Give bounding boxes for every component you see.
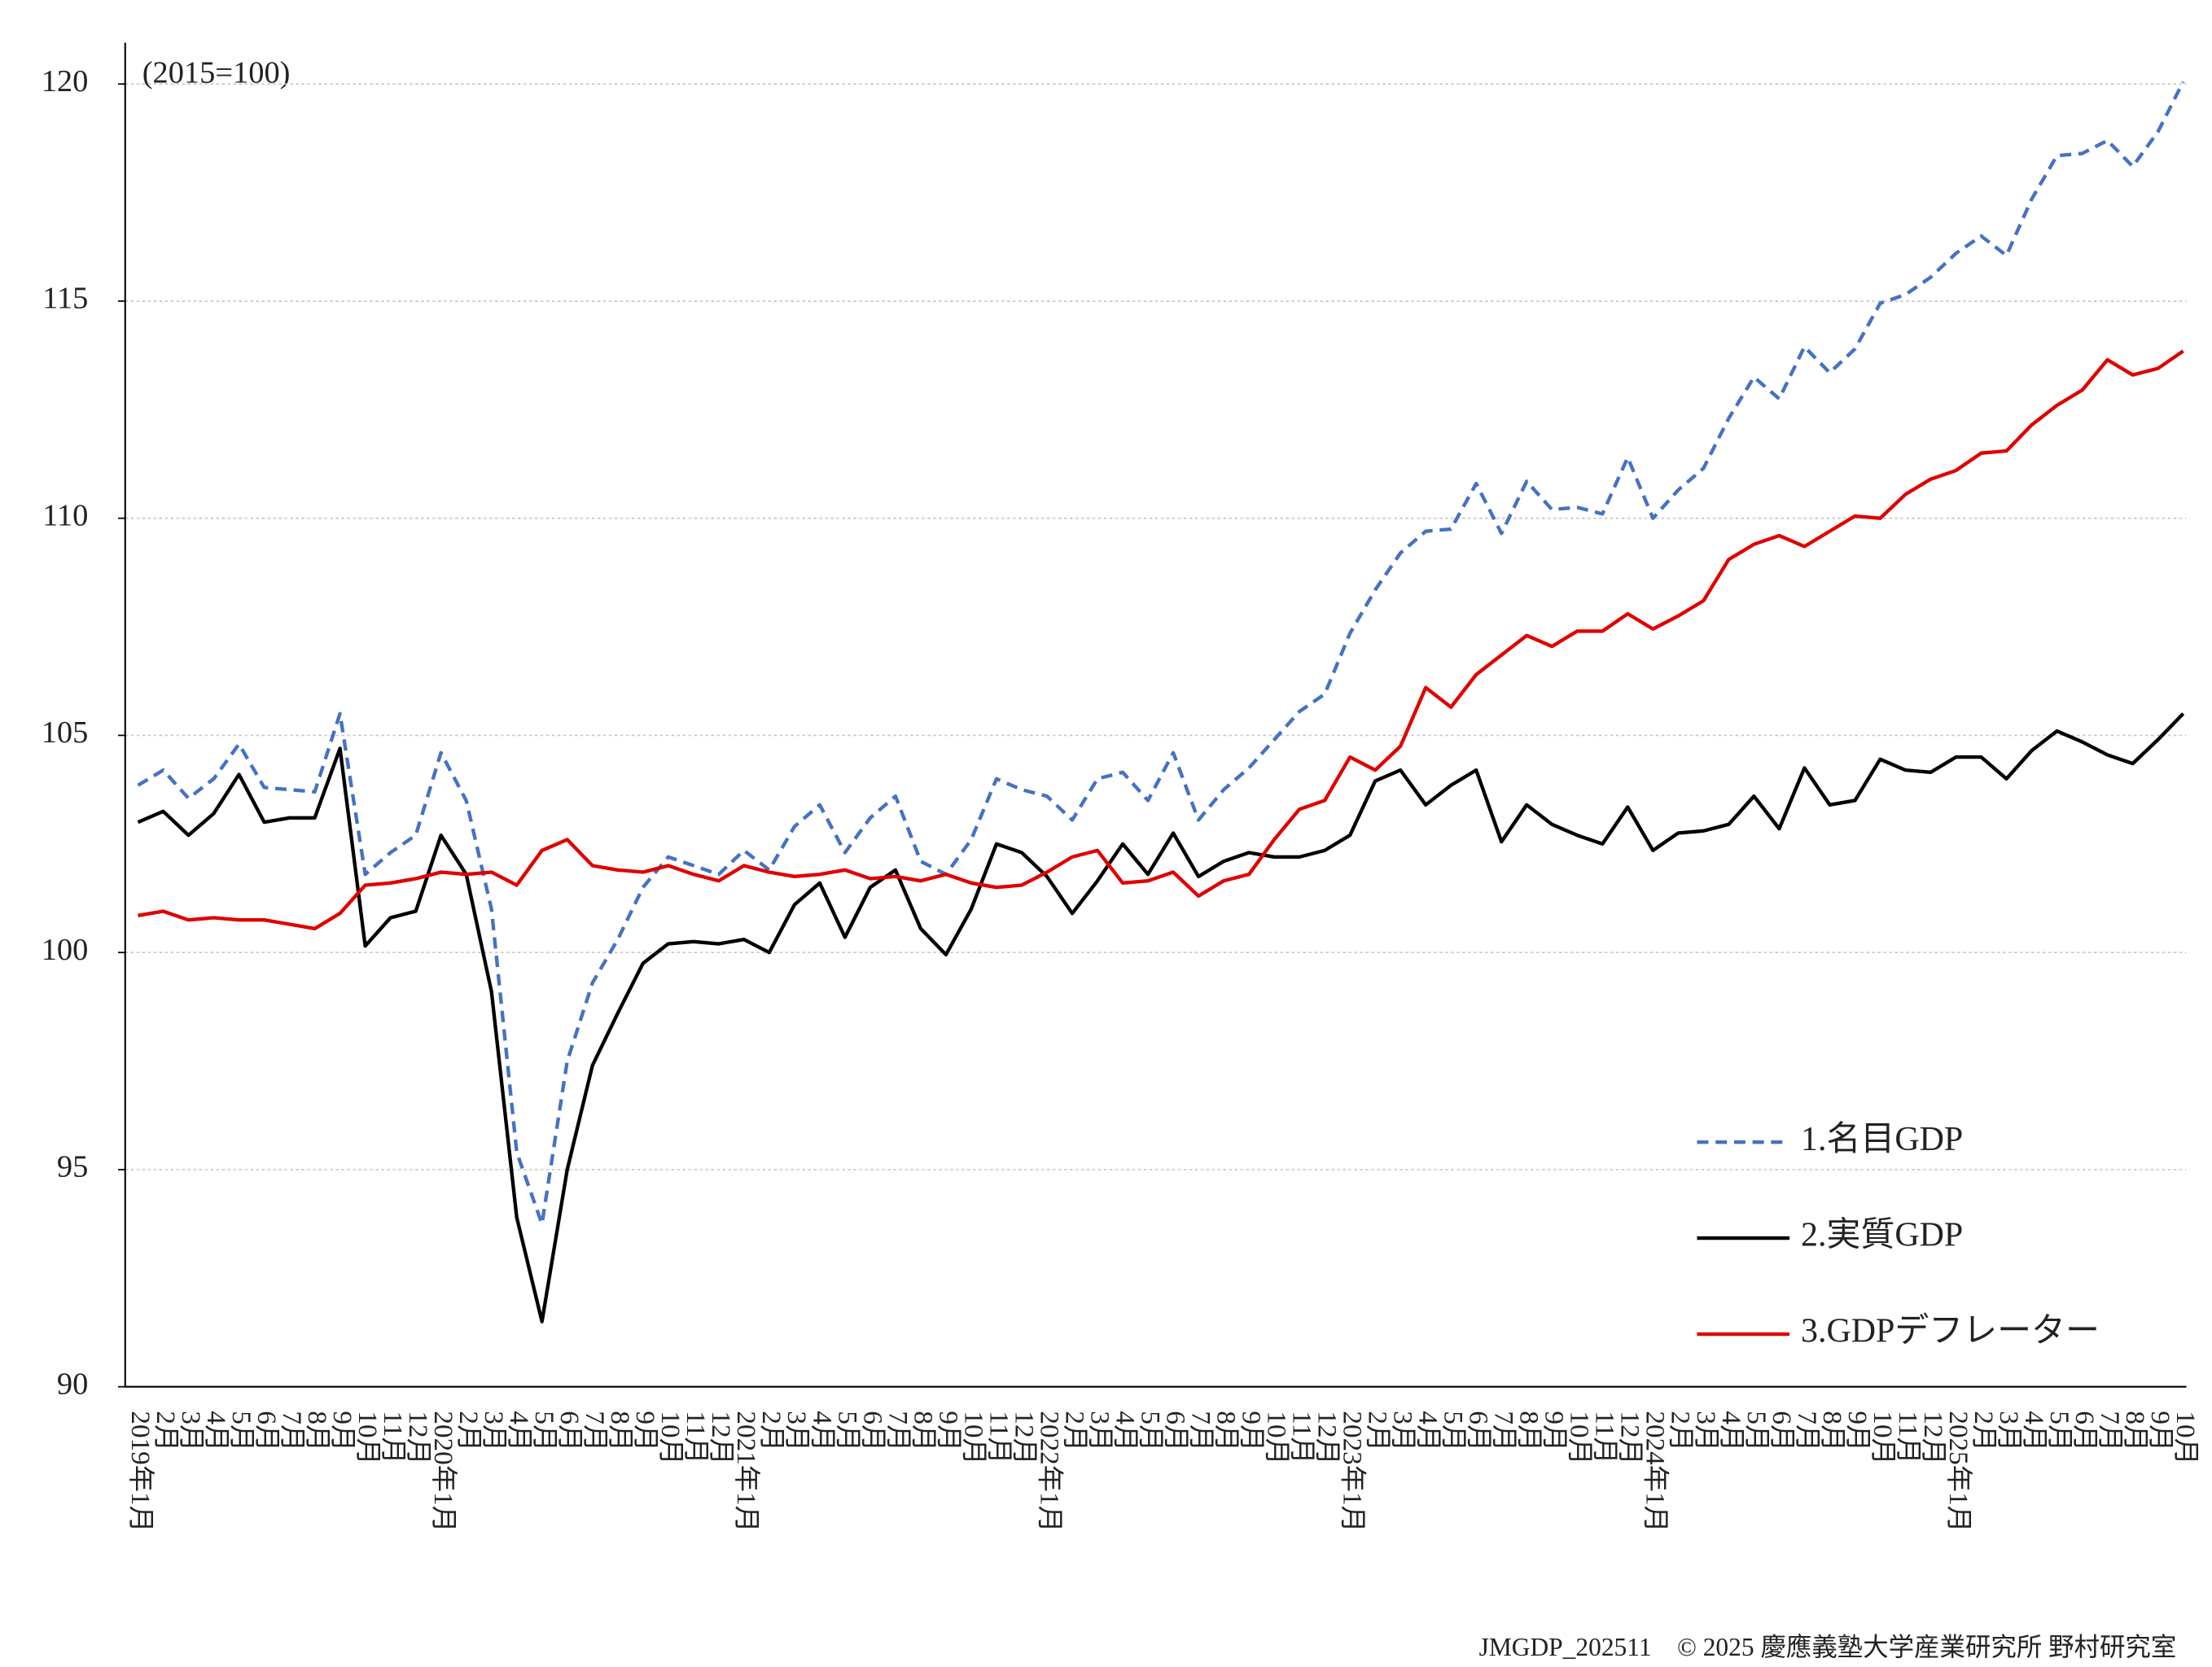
x-tick-label: 4月 bbox=[1716, 1411, 1746, 1451]
y-tick-label: 100 bbox=[42, 933, 89, 967]
y-tick-label: 110 bbox=[42, 499, 88, 533]
x-tick-label: 10月 bbox=[1262, 1411, 1292, 1464]
x-tick-label: 2023年1月 bbox=[1338, 1411, 1368, 1532]
x-tick-label: 9月 bbox=[2145, 1411, 2175, 1451]
x-tick-label: 11月 bbox=[1893, 1411, 1923, 1464]
x-tick-label: 8月 bbox=[1514, 1411, 1544, 1451]
x-tick-label: 3月 bbox=[1388, 1411, 1418, 1451]
x-tick-label: 12月 bbox=[1918, 1411, 1948, 1464]
x-tick-label: 4月 bbox=[2019, 1411, 2049, 1451]
x-tick-label: 9月 bbox=[630, 1411, 660, 1451]
series-line bbox=[138, 349, 2184, 931]
x-tick-label: 12月 bbox=[1312, 1411, 1343, 1464]
y-tick-label: 95 bbox=[57, 1150, 88, 1184]
legend-label: 2.実質GDP bbox=[1801, 1217, 1963, 1254]
x-tick-label: 7月 bbox=[277, 1411, 307, 1451]
x-tick-label: 2月 bbox=[756, 1411, 786, 1451]
y-tick-label: 115 bbox=[42, 282, 88, 316]
x-tick-label: 6月 bbox=[252, 1411, 282, 1451]
x-tick-label: 4月 bbox=[1110, 1411, 1140, 1451]
x-tick-label: 10月 bbox=[958, 1411, 988, 1464]
x-tick-label: 8月 bbox=[2120, 1411, 2150, 1451]
x-tick-label: 3月 bbox=[782, 1411, 812, 1451]
x-tick-label: 4月 bbox=[1413, 1411, 1443, 1451]
y-tick-label: 90 bbox=[57, 1367, 88, 1401]
x-tick-label: 5月 bbox=[1439, 1411, 1469, 1451]
x-tick-label: 12月 bbox=[1009, 1411, 1039, 1464]
y-tick-label: 120 bbox=[42, 64, 89, 98]
x-tick-label: 2月 bbox=[1666, 1411, 1696, 1451]
x-tick-label: 7月 bbox=[1489, 1411, 1519, 1451]
x-tick-label: 9月 bbox=[933, 1411, 963, 1451]
source-note: JMGDP_202511 © 2025 慶應義塾大学産業研究所 野村研究室 bbox=[1479, 1633, 2177, 1661]
x-tick-label: 12月 bbox=[1615, 1411, 1645, 1464]
x-tick-label: 9月 bbox=[1236, 1411, 1266, 1451]
x-tick-label: 4月 bbox=[504, 1411, 534, 1451]
x-tick-label: 2025年1月 bbox=[1943, 1411, 1973, 1532]
x-tick-label: 11月 bbox=[1287, 1411, 1317, 1464]
x-tick-label: 7月 bbox=[1185, 1411, 1216, 1451]
x-tick-label: 7月 bbox=[883, 1411, 913, 1451]
x-tick-label: 2021年1月 bbox=[731, 1411, 761, 1532]
x-tick-label: 3月 bbox=[1084, 1411, 1115, 1451]
x-tick-label: 8月 bbox=[908, 1411, 938, 1451]
x-tick-label: 2月 bbox=[1059, 1411, 1089, 1451]
x-tick-label: 6月 bbox=[1160, 1411, 1190, 1451]
x-tick-label: 6月 bbox=[857, 1411, 887, 1451]
x-tick-label: 4月 bbox=[807, 1411, 837, 1451]
x-tick-label: 3月 bbox=[479, 1411, 509, 1451]
x-tick-label: 4月 bbox=[201, 1411, 231, 1451]
x-tick-label: 5月 bbox=[529, 1411, 559, 1451]
x-tick-label: 5月 bbox=[1135, 1411, 1165, 1451]
x-tick-label: 8月 bbox=[605, 1411, 635, 1451]
x-tick-label: 3月 bbox=[176, 1411, 206, 1451]
x-tick-label: 2019年1月 bbox=[125, 1411, 155, 1532]
x-tick-label: 11月 bbox=[378, 1411, 408, 1464]
x-tick-label: 5月 bbox=[2044, 1411, 2074, 1451]
x-tick-label: 10月 bbox=[1565, 1411, 1595, 1464]
x-tick-label: 10月 bbox=[655, 1411, 686, 1464]
x-tick-label: 2月 bbox=[453, 1411, 484, 1451]
x-tick-label: 10月 bbox=[1868, 1411, 1898, 1464]
x-tick-label: 6月 bbox=[1767, 1411, 1797, 1451]
x-tick-label: 11月 bbox=[983, 1411, 1014, 1464]
legend-label: 1.名目GDP bbox=[1801, 1121, 1963, 1158]
x-tick-label: 7月 bbox=[2095, 1411, 2125, 1451]
x-tick-label: 8月 bbox=[1211, 1411, 1241, 1451]
x-tick-label: 12月 bbox=[706, 1411, 736, 1464]
x-tick-label: 2月 bbox=[151, 1411, 181, 1451]
x-tick-label: 12月 bbox=[403, 1411, 433, 1464]
x-tick-label: 6月 bbox=[2070, 1411, 2100, 1451]
x-tick-label: 7月 bbox=[580, 1411, 610, 1451]
x-tick-label: 8月 bbox=[302, 1411, 332, 1451]
x-tick-label: 11月 bbox=[1590, 1411, 1620, 1464]
x-tick-label: 6月 bbox=[1464, 1411, 1494, 1451]
x-tick-label: 5月 bbox=[832, 1411, 862, 1451]
x-tick-label: 2022年1月 bbox=[1034, 1411, 1064, 1532]
y-tick-label: 105 bbox=[42, 715, 89, 750]
x-tick-label: 8月 bbox=[1817, 1411, 1847, 1451]
x-tick-label: 6月 bbox=[554, 1411, 585, 1451]
series-line bbox=[137, 81, 2185, 1226]
x-tick-label: 2024年1月 bbox=[1640, 1411, 1671, 1532]
x-tick-label: 11月 bbox=[681, 1411, 711, 1464]
x-tick-label: 2020年1月 bbox=[428, 1411, 458, 1532]
x-tick-label: 3月 bbox=[1691, 1411, 1721, 1451]
x-tick-label: 9月 bbox=[1842, 1411, 1873, 1451]
x-tick-label: 7月 bbox=[1792, 1411, 1822, 1451]
legend-label: 3.GDPデフレーター bbox=[1801, 1312, 2100, 1350]
x-tick-label: 2月 bbox=[1969, 1411, 1999, 1451]
x-tick-label: 9月 bbox=[1540, 1411, 1570, 1451]
x-tick-label: 9月 bbox=[327, 1411, 357, 1451]
x-tick-label: 2月 bbox=[1363, 1411, 1393, 1451]
x-tick-label: 10月 bbox=[2170, 1411, 2201, 1464]
series-line bbox=[137, 712, 2185, 1324]
x-tick-label: 5月 bbox=[226, 1411, 256, 1451]
x-tick-label: 5月 bbox=[1741, 1411, 1772, 1451]
x-tick-label: 3月 bbox=[1994, 1411, 2024, 1451]
annotation: (2015=100) bbox=[142, 56, 291, 90]
x-tick-label: 10月 bbox=[353, 1411, 383, 1464]
